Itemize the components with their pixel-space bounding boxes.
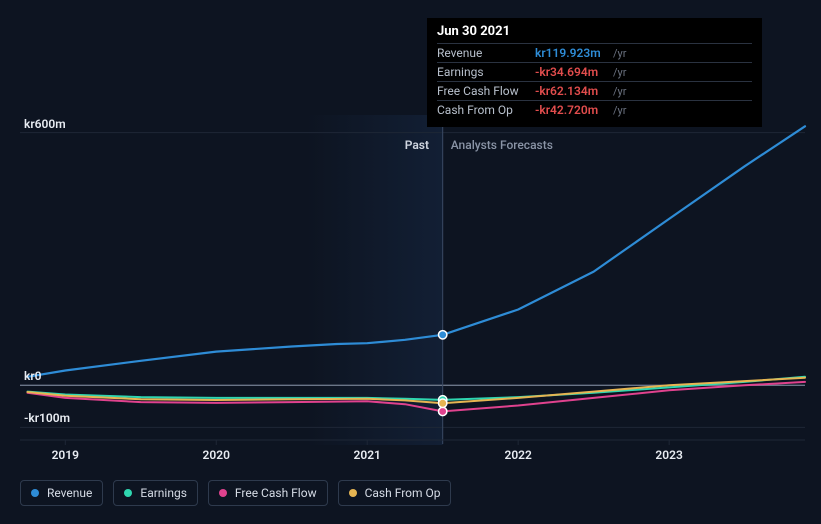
legend-dot-icon: [349, 489, 357, 497]
y-tick-label: -kr100m: [24, 411, 70, 425]
past-region-label: Past: [405, 138, 429, 152]
x-tick-label: 2020: [203, 448, 230, 462]
x-tick-label: 2021: [353, 448, 380, 462]
legend-item-label: Free Cash Flow: [235, 486, 317, 500]
tooltip-row-value: -kr34.694m: [535, 65, 605, 79]
tooltip-row: Free Cash Flow -kr62.134m/yr: [437, 81, 752, 100]
tooltip-row-value: -kr42.720m: [535, 103, 605, 117]
tooltip-row: Revenue kr119.923m/yr: [437, 43, 752, 62]
legend-dot-icon: [124, 489, 132, 497]
legend-item-cfo[interactable]: Cash From Op: [338, 480, 452, 506]
x-tick-label: 2019: [52, 448, 79, 462]
tooltip-row-value: kr119.923m: [535, 46, 605, 60]
tooltip-row: Cash From Op -kr42.720m/yr: [437, 100, 752, 119]
tooltip-row: Earnings -kr34.694m/yr: [437, 62, 752, 81]
x-tick-label: 2023: [655, 448, 682, 462]
y-tick-label: kr600m: [24, 117, 66, 131]
financial-forecast-chart: kr600m kr0 -kr100m 2019 2020 2021 2022 2023 Pa…: [0, 0, 821, 524]
legend-item-label: Cash From Op: [365, 486, 441, 500]
legend-dot-icon: [31, 489, 39, 497]
tooltip-row-label: Free Cash Flow: [437, 84, 527, 98]
x-tick-label: 2022: [504, 448, 531, 462]
chart-legend: Revenue Earnings Free Cash Flow Cash From O…: [20, 480, 451, 506]
legend-item-label: Earnings: [140, 486, 187, 500]
y-tick-label: kr0: [24, 369, 42, 383]
legend-item-label: Revenue: [47, 486, 92, 500]
forecast-region-label: Analysts Forecasts: [451, 138, 553, 152]
tooltip-row-label: Revenue: [437, 46, 527, 60]
tooltip-row-value: -kr62.134m: [535, 84, 605, 98]
tooltip-row-label: Cash From Op: [437, 103, 527, 117]
tooltip-row-label: Earnings: [437, 65, 527, 79]
tooltip-row-unit: /yr: [613, 104, 626, 117]
tooltip-date: Jun 30 2021: [437, 24, 752, 43]
legend-item-earnings[interactable]: Earnings: [113, 480, 198, 506]
legend-item-revenue[interactable]: Revenue: [20, 480, 103, 506]
legend-item-fcf[interactable]: Free Cash Flow: [208, 480, 328, 506]
data-tooltip: Jun 30 2021 Revenuekr119.923m/yrEarnings…: [427, 18, 762, 127]
tooltip-row-unit: /yr: [613, 66, 626, 79]
legend-dot-icon: [219, 489, 227, 497]
tooltip-row-unit: /yr: [613, 47, 626, 60]
tooltip-row-unit: /yr: [613, 85, 626, 98]
